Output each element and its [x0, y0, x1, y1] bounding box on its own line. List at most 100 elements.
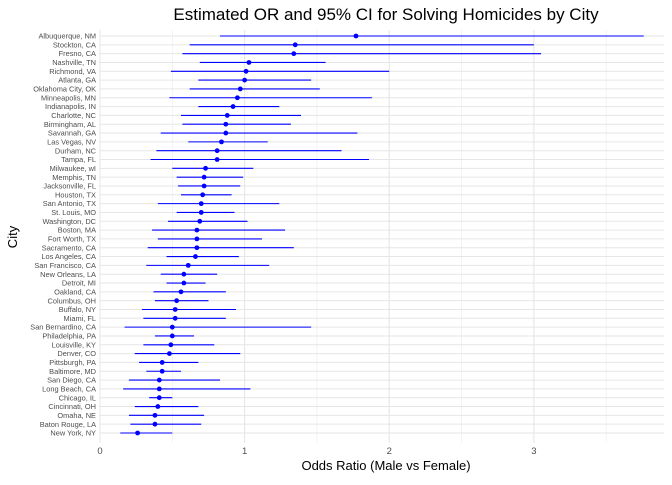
city-label: Albuquerque, NM — [38, 32, 96, 41]
city-label: Baton Rouge, LA — [40, 420, 96, 429]
city-label: New York, NY — [50, 429, 96, 438]
or-point — [197, 218, 203, 224]
or-point — [159, 360, 165, 365]
city-label: Houston, TX — [55, 190, 96, 199]
or-point — [169, 324, 175, 330]
city-label: Tampa, FL — [61, 155, 96, 164]
or-point — [185, 262, 191, 268]
x-tick-label: 0 — [97, 446, 102, 457]
or-point — [152, 412, 158, 418]
city-label: Fresno, CA — [59, 49, 96, 58]
or-point — [194, 236, 200, 242]
city-label: Chicago, IL — [59, 393, 96, 402]
x-tick-labels: 0 1 2 3 — [97, 446, 536, 457]
city-label: Jacksonville, FL — [43, 182, 96, 191]
or-point — [193, 254, 198, 259]
city-label: Los Angeles, CA — [41, 252, 96, 261]
city-label: Denver, CO — [57, 349, 96, 358]
or-point — [169, 333, 175, 339]
city-label: Boston, MA — [58, 226, 96, 235]
x-tick-label: 3 — [531, 446, 536, 457]
or-point — [292, 42, 298, 48]
city-label: Birmingham, AL — [44, 120, 96, 129]
city-label: Las Vegas, NV — [47, 137, 96, 146]
city-label: Pittsburgh, PA — [49, 358, 96, 367]
city-label: San Francisco, CA — [34, 261, 96, 270]
city-label: San Bernardino, CA — [30, 323, 96, 332]
city-label: Stockton, CA — [53, 40, 96, 49]
or-point — [181, 280, 187, 286]
city-label: Fort Worth, TX — [48, 235, 96, 244]
city-label: Atlanta, GA — [58, 76, 96, 85]
city-label: Indianapolis, IN — [45, 102, 96, 111]
or-point — [167, 351, 172, 356]
or-point — [214, 148, 220, 154]
city-label: Sacramento, CA — [42, 243, 96, 252]
city-label: Cincinnati, OH — [48, 402, 96, 411]
city-label: Charlotte, NC — [51, 111, 96, 120]
x-tick-label: 2 — [387, 446, 392, 457]
or-point — [353, 33, 359, 39]
or-point — [178, 289, 184, 295]
city-label: Savannah, GA — [48, 129, 96, 138]
or-point — [203, 165, 208, 171]
city-label: St. Louis, MO — [51, 208, 96, 217]
city-label: Oakland, CA — [54, 287, 96, 296]
or-point — [234, 95, 240, 101]
or-point — [201, 174, 207, 180]
city-label: Richmond, VA — [49, 67, 96, 76]
city-label: San Diego, CA — [47, 376, 96, 385]
city-label: Durham, NC — [55, 146, 97, 155]
or-point — [156, 386, 162, 392]
confidence-intervals — [120, 35, 644, 434]
city-label: Louisville, KY — [52, 340, 96, 349]
city-label: Nashville, TN — [52, 58, 96, 67]
x-tick-label: 1 — [242, 446, 247, 457]
x-axis-label: Odds Ratio (Male vs Female) — [301, 458, 470, 473]
or-point — [242, 77, 248, 83]
or-point — [198, 201, 204, 207]
or-point — [172, 315, 178, 321]
city-label: Omaha, NE — [57, 411, 96, 420]
or-point — [198, 210, 204, 215]
or-point — [219, 139, 224, 145]
city-label: Memphis, TN — [52, 173, 96, 182]
or-point — [168, 342, 174, 348]
city-label: New Orleans, LA — [40, 270, 96, 279]
or-point — [159, 368, 165, 374]
or-point — [246, 60, 252, 65]
or-point — [194, 227, 200, 233]
city-label: Detroit, MI — [62, 279, 96, 288]
or-point — [181, 271, 187, 277]
or-point — [223, 121, 229, 127]
or-point — [224, 113, 230, 118]
or-point — [156, 377, 162, 383]
or-point — [156, 395, 162, 401]
city-label: Philadelphia, PA — [42, 332, 96, 341]
city-label: Milwaukee, wI — [50, 164, 96, 173]
city-label: Washington, DC — [42, 217, 96, 226]
or-point — [243, 68, 249, 74]
y-axis-label: City — [5, 225, 20, 248]
city-label: Buffalo, NY — [59, 305, 96, 314]
odds-ratio-points — [135, 33, 359, 436]
or-point — [200, 192, 206, 198]
city-label: San Antonio, TX — [43, 199, 96, 208]
city-label: Baltimore, MD — [49, 367, 96, 376]
or-point — [214, 157, 220, 162]
city-label: Miami, FL — [64, 314, 96, 323]
city-label: Long Beach, CA — [42, 384, 96, 393]
city-label: Oklahoma City, OK — [33, 85, 96, 94]
or-point — [194, 245, 200, 251]
or-point — [230, 104, 236, 109]
or-point — [174, 298, 180, 304]
or-point — [237, 86, 243, 92]
city-label: Minneapolis, MN — [41, 93, 96, 102]
or-point — [201, 183, 207, 189]
city-label: Columbus, OH — [48, 296, 96, 305]
or-point — [135, 430, 141, 436]
or-point — [152, 421, 158, 427]
